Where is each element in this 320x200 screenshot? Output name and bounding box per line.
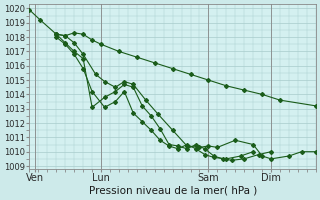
X-axis label: Pression niveau de la mer( hPa ): Pression niveau de la mer( hPa ) [89,186,257,196]
